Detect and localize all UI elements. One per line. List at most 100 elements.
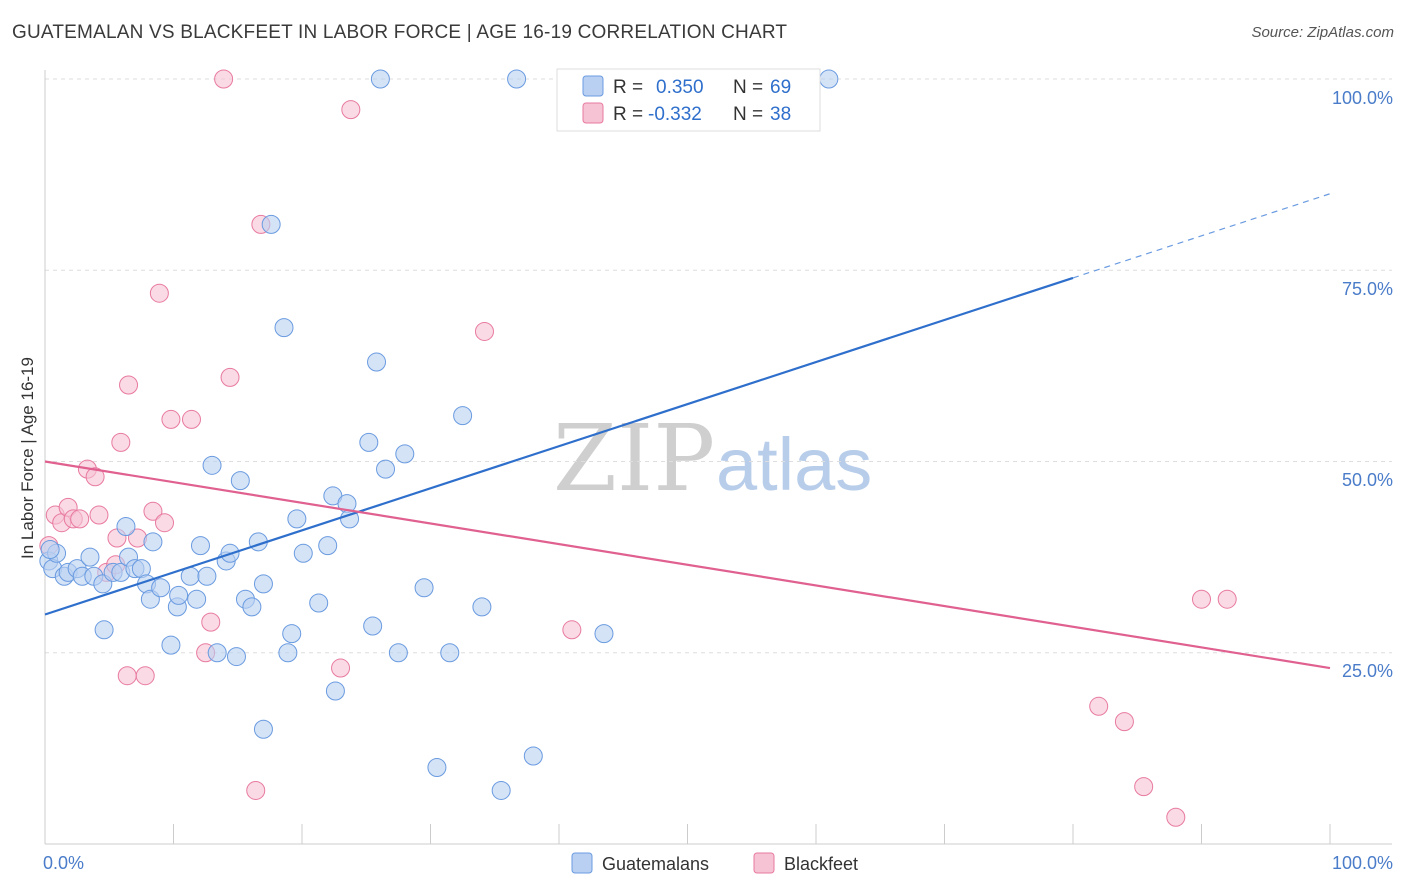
point-guatemalans	[440, 643, 460, 663]
point-guatemalans	[367, 352, 387, 372]
point-guatemalans	[242, 597, 262, 617]
point-blackfeet	[181, 409, 201, 429]
point-blackfeet	[149, 283, 169, 303]
y-tick-label-100: 100.0%	[1332, 88, 1393, 108]
point-blackfeet	[1089, 696, 1109, 716]
point-guatemalans	[594, 624, 614, 644]
x-axis-ticks	[44, 824, 1331, 844]
point-guatemalans	[226, 647, 246, 667]
point-blackfeet	[143, 501, 163, 521]
watermark-atlas: atlas	[716, 423, 872, 506]
point-guatemalans	[819, 69, 839, 89]
legend-bottom-swatch-guatemalans	[571, 852, 593, 874]
point-blackfeet	[1166, 807, 1186, 827]
gridlines	[45, 78, 1392, 654]
x-tick-label-100: 100.0%	[1332, 853, 1393, 873]
legend-n-label-guatemalans: N =	[733, 77, 763, 98]
point-blackfeet	[161, 409, 181, 429]
y-tick-label-75: 75.0%	[1342, 279, 1393, 299]
point-guatemalans	[80, 547, 100, 567]
legend-r-value-blackfeet: -0.332	[648, 104, 702, 125]
point-guatemalans	[187, 589, 207, 609]
point-blackfeet	[1114, 712, 1134, 732]
point-guatemalans	[253, 574, 273, 594]
point-guatemalans	[282, 624, 302, 644]
legend-swatch-guatemalans	[582, 75, 604, 97]
trend-line-blackfeet	[44, 460, 1331, 670]
point-guatemalans	[388, 643, 408, 663]
legend-bottom-label-blackfeet: Blackfeet	[784, 854, 858, 874]
point-guatemalans	[376, 459, 396, 479]
point-guatemalans	[116, 517, 136, 537]
point-guatemalans	[395, 444, 415, 464]
legend-swatch-blackfeet	[582, 102, 604, 124]
point-blackfeet	[70, 509, 90, 529]
point-guatemalans	[472, 597, 492, 617]
point-guatemalans	[40, 539, 60, 559]
trend-line-extension-guatemalans	[1072, 193, 1331, 279]
point-guatemalans	[287, 509, 307, 529]
point-guatemalans	[161, 635, 181, 655]
y-tick-label-25: 25.0%	[1342, 661, 1393, 681]
watermark: ZIP atlas	[553, 405, 872, 512]
trend-line-guatemalans	[44, 276, 1074, 616]
watermark-zip: ZIP	[553, 405, 715, 512]
legend-bottom-swatch-blackfeet	[753, 852, 775, 874]
point-guatemalans	[190, 536, 210, 556]
point-guatemalans	[414, 578, 434, 598]
point-blackfeet	[1134, 777, 1154, 797]
point-guatemalans	[169, 585, 189, 605]
y-tick-label-50: 50.0%	[1342, 470, 1393, 490]
legend-top: R = 0.350 N = 69 R = -0.332 N = 38	[556, 68, 821, 132]
point-blackfeet	[201, 612, 221, 632]
point-guatemalans	[151, 578, 171, 598]
point-guatemalans	[370, 69, 390, 89]
legend-bottom-label-guatemalans: Guatemalans	[602, 854, 709, 874]
point-guatemalans	[278, 643, 298, 663]
source-label: Source: ZipAtlas.com	[1251, 24, 1394, 41]
point-guatemalans	[309, 593, 329, 613]
point-guatemalans	[523, 746, 543, 766]
point-blackfeet	[155, 513, 175, 533]
chart-title: GUATEMALAN VS BLACKFEET IN LABOR FORCE |…	[12, 22, 788, 43]
point-guatemalans	[207, 643, 227, 663]
point-guatemalans	[202, 455, 222, 475]
point-guatemalans	[363, 616, 383, 636]
legend-r-label-guatemalans: R =	[613, 77, 643, 98]
point-blackfeet	[111, 432, 131, 452]
legend-n-label-blackfeet: N =	[733, 104, 763, 125]
x-tick-label-0: 0.0%	[43, 853, 84, 873]
point-guatemalans	[427, 758, 447, 777]
point-blackfeet	[89, 505, 109, 525]
point-blackfeet	[1192, 589, 1211, 609]
point-blackfeet	[214, 69, 234, 89]
legend-r-value-guatemalans: 0.350	[656, 77, 704, 98]
point-blackfeet	[562, 620, 582, 640]
legend-n-value-guatemalans: 69	[770, 77, 791, 98]
point-guatemalans	[293, 543, 313, 563]
point-guatemalans	[253, 719, 273, 739]
point-guatemalans	[453, 406, 473, 426]
legend-r-label-blackfeet: R =	[613, 104, 643, 125]
y-axis-label: In Labor Force | Age 16-19	[18, 357, 37, 559]
legend-n-value-blackfeet: 38	[770, 104, 791, 125]
point-blackfeet	[331, 658, 351, 678]
trend-lines	[44, 193, 1331, 670]
point-guatemalans	[491, 780, 511, 800]
point-blackfeet	[85, 467, 105, 487]
point-blackfeet	[474, 321, 494, 341]
point-guatemalans	[230, 471, 250, 491]
point-guatemalans	[274, 318, 294, 338]
point-blackfeet	[246, 780, 266, 800]
point-guatemalans	[318, 536, 338, 556]
point-guatemalans	[507, 69, 527, 89]
point-guatemalans	[197, 566, 217, 586]
point-blackfeet	[117, 666, 137, 686]
point-blackfeet	[135, 666, 155, 686]
point-guatemalans	[359, 432, 379, 452]
point-guatemalans	[94, 620, 114, 640]
point-blackfeet	[119, 375, 139, 395]
point-guatemalans	[261, 214, 281, 234]
point-blackfeet	[341, 100, 361, 120]
